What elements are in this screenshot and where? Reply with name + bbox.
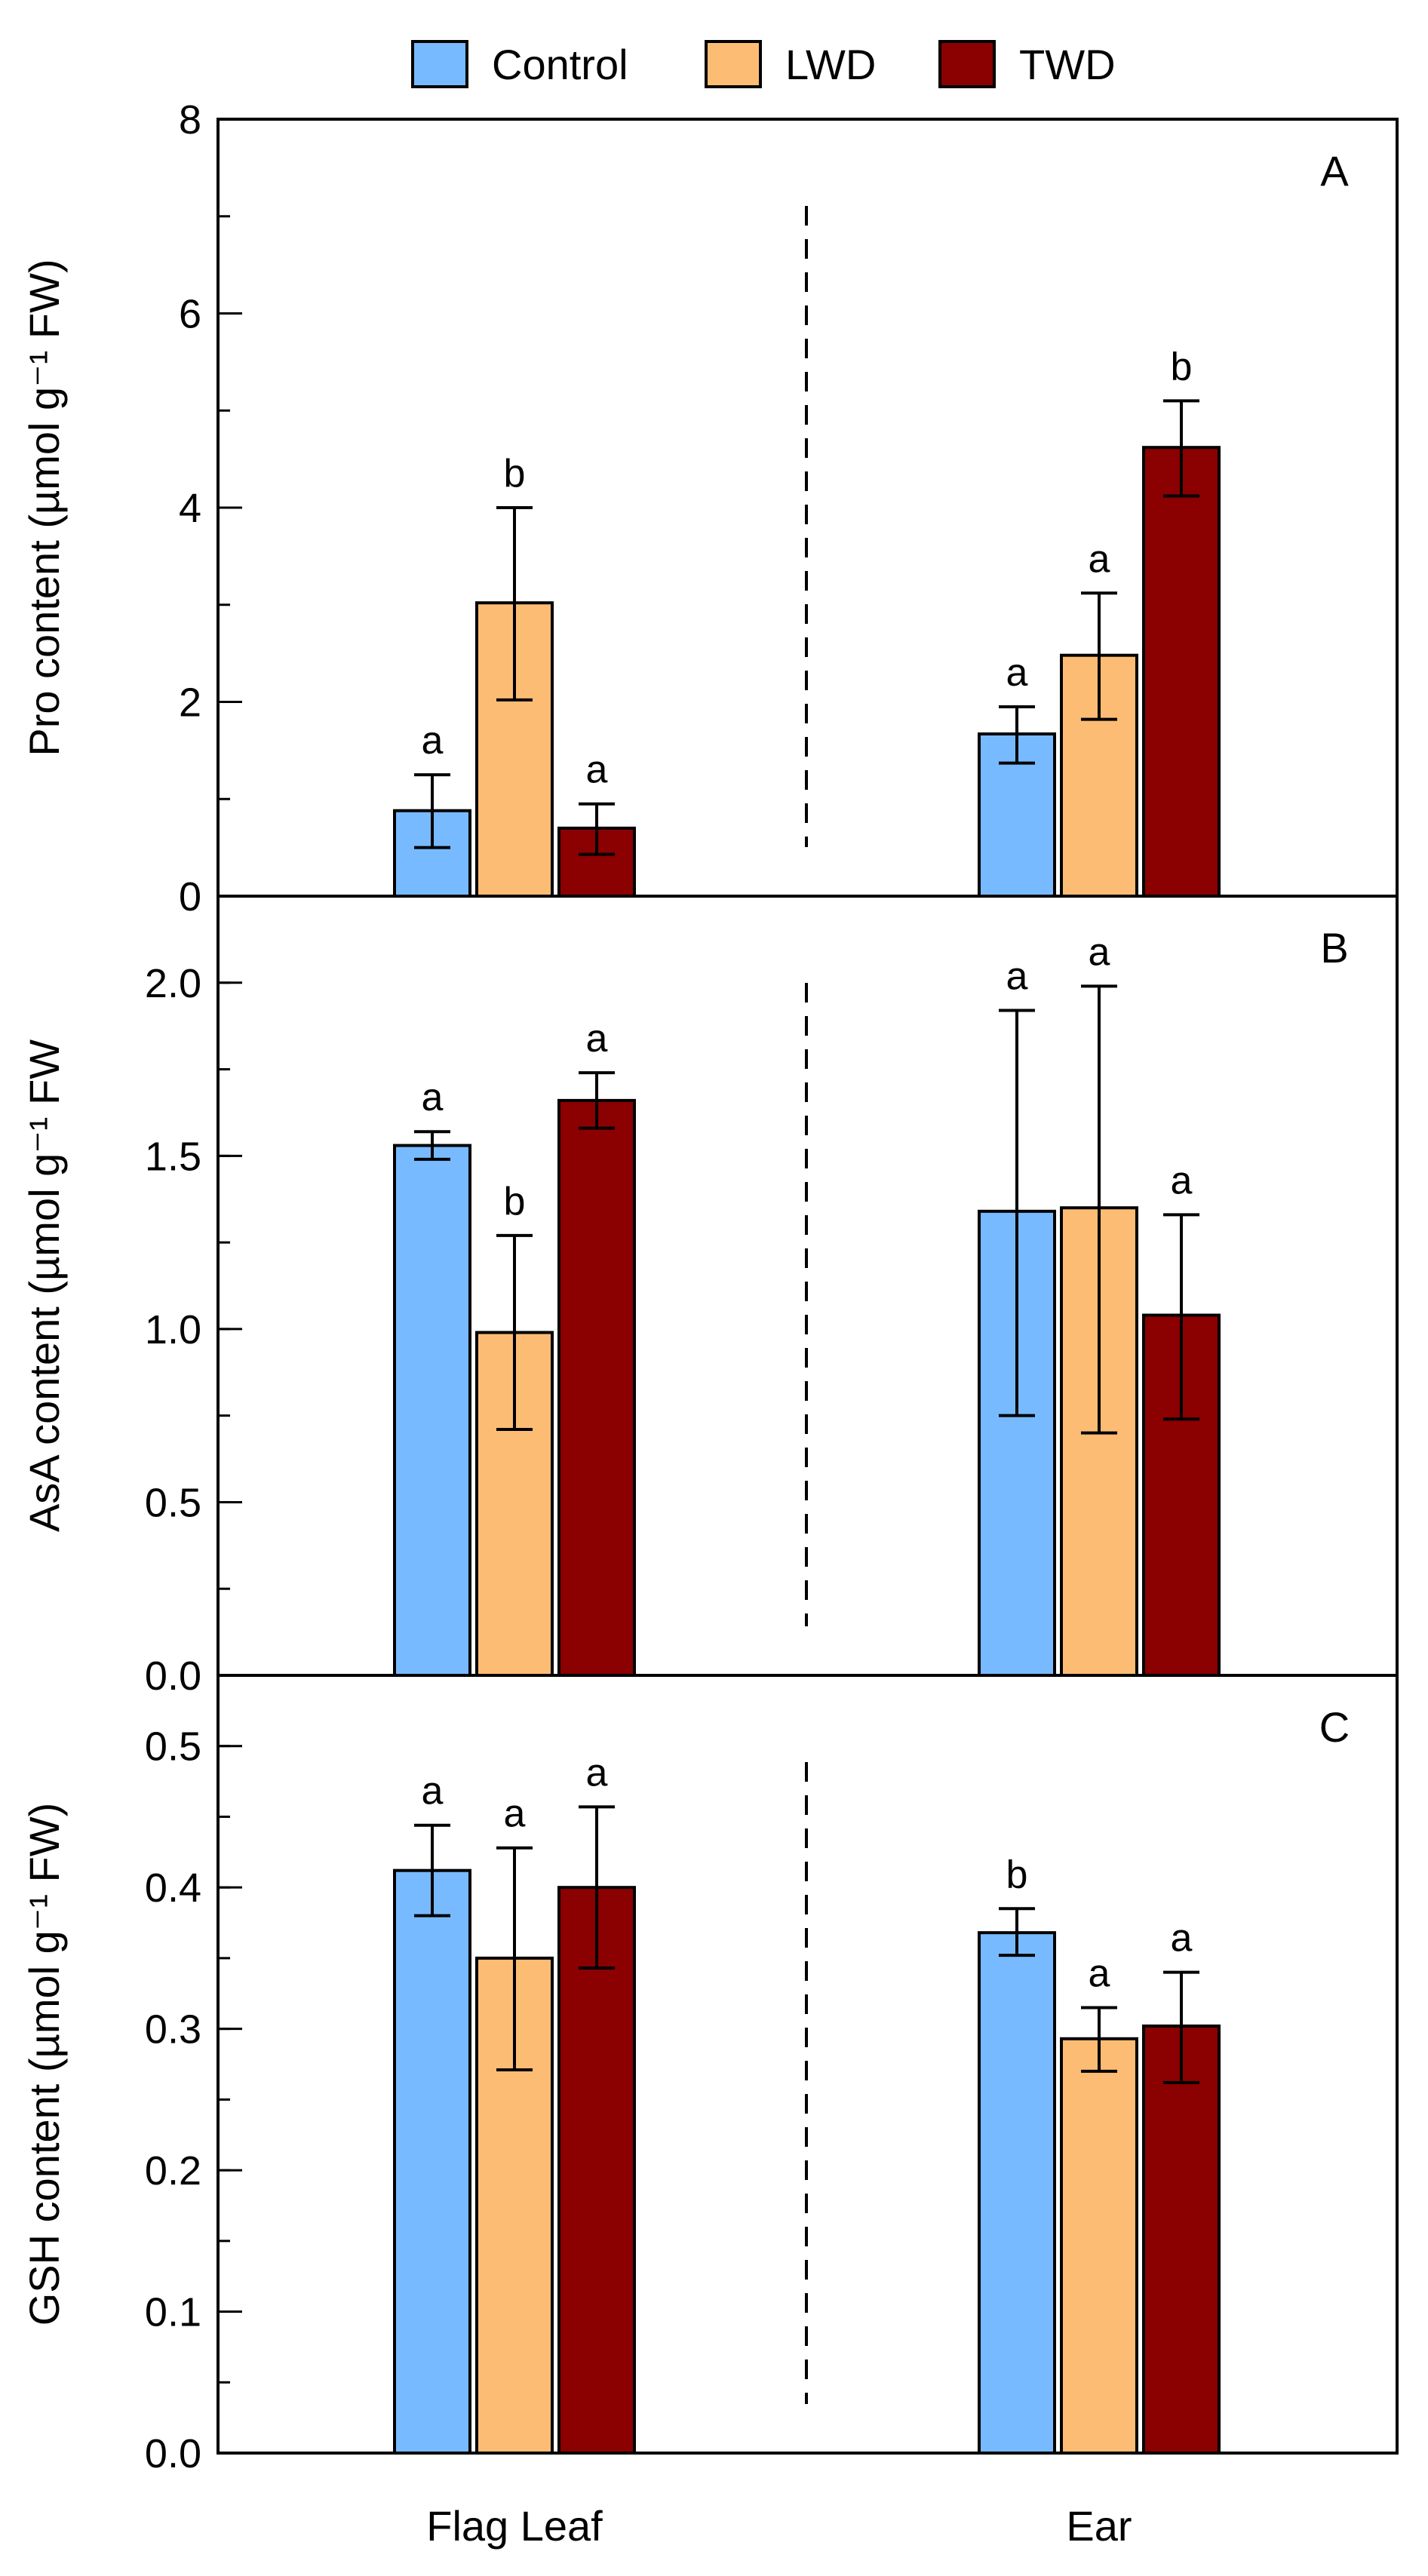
y-tick-label: 2 bbox=[179, 680, 201, 726]
plot-frame bbox=[217, 1674, 1399, 2455]
significance-letter: b bbox=[1171, 345, 1193, 388]
x-category-label: Ear bbox=[1066, 2502, 1132, 2550]
panel-b: 0.0 0.5 1.0 1.5 2.0 AsA content (µmol g⁻¹ FW B… bbox=[20, 895, 1399, 1699]
panel-label: A bbox=[1320, 147, 1349, 195]
significance-letter: a bbox=[422, 719, 444, 763]
bar-twd bbox=[557, 1098, 636, 1678]
significance-letter: a bbox=[1171, 1917, 1193, 1960]
x-category-label: Flag Leaf bbox=[426, 2502, 603, 2550]
legend-label: TWD bbox=[1019, 41, 1116, 88]
y-tick-label: 6 bbox=[179, 292, 201, 337]
y-axis-title: AsA content (µmol g⁻¹ FW bbox=[20, 1039, 68, 1532]
bar-lwd bbox=[1060, 2037, 1138, 2455]
significance-letter: b bbox=[504, 452, 526, 496]
legend-item-lwd: LWD bbox=[705, 40, 876, 88]
legend-swatch bbox=[705, 40, 762, 88]
panel-a: 0 2 4 6 8 Pro content (µmol g⁻¹ FW) Aa a b a a b bbox=[20, 97, 1399, 920]
y-tick-label: 0.1 bbox=[145, 2290, 201, 2335]
panel-c: 0.0 0.1 0.2 0.3 0.4 0.5 GSH content (µmol g⁻¹ … bbox=[20, 1674, 1399, 2476]
y-tick-label: 0 bbox=[179, 874, 201, 920]
legend-swatch bbox=[938, 40, 996, 88]
panel-label: B bbox=[1320, 924, 1348, 972]
y-tick-label: 0.2 bbox=[145, 2148, 201, 2194]
legend-swatch bbox=[411, 40, 468, 88]
y-tick-label: 0.5 bbox=[145, 1724, 201, 1770]
y-tick-label: 0.0 bbox=[145, 1653, 201, 1699]
significance-letter: a bbox=[422, 1770, 444, 1813]
significance-letter: a bbox=[1089, 537, 1110, 581]
legend-label: Control bbox=[492, 41, 628, 88]
y-tick-label: 1.0 bbox=[145, 1307, 201, 1352]
bar-control bbox=[393, 1868, 471, 2455]
y-tick-label: 2.0 bbox=[145, 961, 201, 1006]
y-axis-title: Pro content (µmol g⁻¹ FW) bbox=[20, 259, 68, 756]
legend-label: LWD bbox=[785, 41, 876, 88]
significance-letter: a bbox=[1089, 930, 1110, 974]
significance-letter: a bbox=[1006, 955, 1028, 999]
y-axis-title: GSH content (µmol g⁻¹ FW) bbox=[20, 1803, 68, 2326]
significance-letter: a bbox=[1171, 1159, 1193, 1202]
significance-letter: a bbox=[586, 1017, 608, 1061]
significance-letter: a bbox=[1089, 1952, 1110, 1996]
significance-letter: a bbox=[422, 1076, 444, 1119]
bar-twd bbox=[557, 1886, 636, 2455]
significance-letter: a bbox=[586, 748, 608, 792]
y-tick-label: 0.4 bbox=[145, 1865, 201, 1911]
bar-twd bbox=[1142, 2024, 1221, 2455]
bar-twd bbox=[1142, 446, 1221, 898]
y-tick-label: 0.5 bbox=[145, 1480, 201, 1525]
y-tick-label: 0.3 bbox=[145, 2007, 201, 2053]
y-tick-label: 4 bbox=[179, 486, 201, 531]
significance-letter: a bbox=[504, 1792, 526, 1836]
significance-letter: a bbox=[1006, 651, 1028, 695]
legend-item-twd: TWD bbox=[938, 40, 1116, 88]
y-tick-label: 0.0 bbox=[145, 2431, 201, 2476]
significance-letter: b bbox=[1006, 1853, 1028, 1896]
significance-letter: a bbox=[586, 1751, 608, 1795]
y-tick-label: 1.5 bbox=[145, 1134, 201, 1179]
bar-control bbox=[978, 1931, 1056, 2455]
legend-item-control: Control bbox=[411, 40, 628, 88]
y-tick-label: 8 bbox=[179, 97, 201, 143]
panel-label: C bbox=[1319, 1703, 1350, 1751]
bar-control bbox=[393, 1144, 471, 1678]
significance-letter: b bbox=[504, 1180, 526, 1224]
